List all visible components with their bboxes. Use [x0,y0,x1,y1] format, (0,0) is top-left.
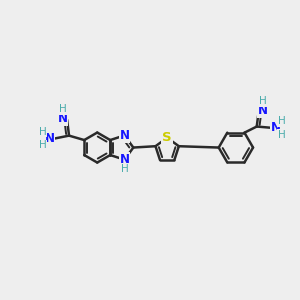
Text: N: N [119,129,130,142]
Text: N: N [44,132,54,145]
Text: H: H [59,104,67,114]
Text: H: H [121,164,129,174]
Text: H: H [259,96,267,106]
Text: H: H [39,140,46,150]
Text: N: N [119,153,130,166]
Text: H: H [39,127,46,137]
Text: H: H [278,130,286,140]
Text: H: H [278,116,286,126]
Text: N: N [58,112,68,125]
Text: N: N [258,104,268,117]
Text: N: N [271,121,281,134]
Text: S: S [162,131,172,144]
